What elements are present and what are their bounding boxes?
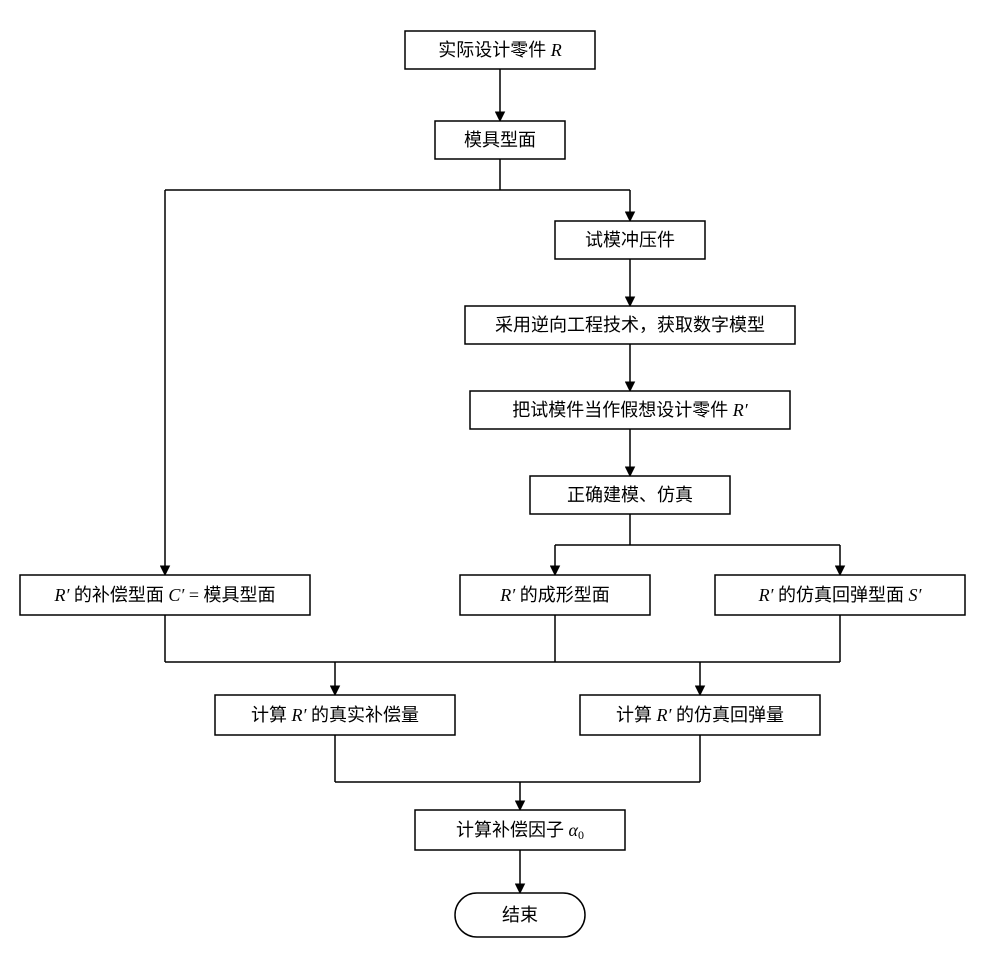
node-trial-stamping: 试模冲压件 — [555, 221, 705, 259]
node-calc-compensation-factor: 计算补偿因子 α0 — [415, 810, 625, 850]
node-formed-surface: R′ 的成形型面 — [460, 575, 650, 615]
n4-text: 采用逆向工程技术，获取数字模型 — [495, 315, 765, 335]
n13-text: 结束 — [502, 905, 538, 925]
node-end: 结束 — [455, 893, 585, 937]
n2-text: 模具型面 — [464, 130, 536, 150]
svg-text:实际设计零件 R: 实际设计零件 R — [438, 40, 562, 60]
svg-text:计算 R′ 的真实补偿量: 计算 R′ 的真实补偿量 — [251, 705, 419, 725]
edges — [165, 69, 840, 893]
node-reverse-engineering: 采用逆向工程技术，获取数字模型 — [465, 306, 795, 344]
node-springback-surface: R′ 的仿真回弹型面 S′ — [715, 575, 965, 615]
svg-text:R′ 的成形型面: R′ 的成形型面 — [499, 585, 609, 605]
n1-text-a: 实际设计零件 — [438, 40, 551, 60]
nodes: 实际设计零件 R 模具型面 试模冲压件 采用逆向工程技术，获取数字模型 把试模件… — [20, 31, 965, 937]
n3-text: 试模冲压件 — [585, 230, 675, 250]
svg-text:R′ 的仿真回弹型面 S′: R′ 的仿真回弹型面 S′ — [758, 585, 923, 605]
node-calc-real-compensation: 计算 R′ 的真实补偿量 — [215, 695, 455, 735]
svg-text:R′ 的补偿型面 C′ = 模具型面: R′ 的补偿型面 C′ = 模具型面 — [53, 585, 275, 605]
node-modeling-simulation: 正确建模、仿真 — [530, 476, 730, 514]
node-calc-sim-springback: 计算 R′ 的仿真回弹量 — [580, 695, 820, 735]
flowchart-canvas: 实际设计零件 R 模具型面 试模冲压件 采用逆向工程技术，获取数字模型 把试模件… — [0, 0, 1000, 973]
node-virtual-design: 把试模件当作假想设计零件 R′ — [470, 391, 790, 429]
node-die-surface: 模具型面 — [435, 121, 565, 159]
n6-text: 正确建模、仿真 — [567, 485, 693, 505]
svg-text:把试模件当作假想设计零件 R′: 把试模件当作假想设计零件 R′ — [512, 400, 748, 420]
node-compensation-surface: R′ 的补偿型面 C′ = 模具型面 — [20, 575, 310, 615]
node-actual-design-part: 实际设计零件 R — [405, 31, 595, 69]
svg-text:计算 R′ 的仿真回弹量: 计算 R′ 的仿真回弹量 — [616, 705, 784, 725]
svg-text:计算补偿因子 α0: 计算补偿因子 α0 — [456, 820, 584, 842]
